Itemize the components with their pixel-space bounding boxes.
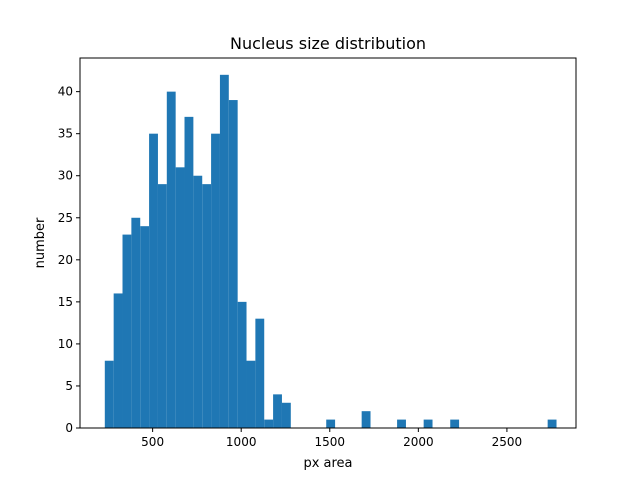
histogram-bar (175, 167, 185, 428)
x-axis-label: px area (303, 456, 352, 471)
axes-frame (79, 57, 577, 429)
histogram-bar (246, 360, 256, 428)
x-tick-label: 2000 (403, 435, 434, 449)
histogram-bar (237, 301, 247, 428)
y-tick-label: 25 (58, 211, 73, 225)
histogram-bar (202, 184, 212, 428)
histogram-bar (157, 184, 167, 428)
y-tick-label: 0 (65, 421, 73, 435)
histogram-bar (264, 419, 274, 428)
histogram-bar (219, 74, 229, 428)
histogram-bar (149, 133, 158, 428)
histogram-bar (423, 419, 433, 428)
histogram-bar (281, 402, 291, 428)
histogram-bar (184, 116, 194, 429)
histogram-bar (131, 217, 141, 428)
y-axis-label: number (33, 217, 48, 268)
histogram-bar (211, 133, 220, 428)
y-tick-label: 5 (65, 379, 73, 393)
y-tick-label: 10 (58, 337, 73, 351)
y-tick-label: 35 (58, 127, 73, 141)
histogram-bar (273, 394, 282, 428)
histogram-bar (193, 175, 203, 428)
histogram-bar (122, 234, 132, 428)
x-tick-label: 2500 (492, 435, 523, 449)
x-tick-label: 500 (141, 435, 164, 449)
histogram-bar (113, 293, 123, 428)
histogram-bar (397, 419, 406, 428)
y-tick-label: 15 (58, 295, 73, 309)
histogram-bar (104, 360, 114, 428)
histogram-bar (140, 226, 150, 428)
y-tick-label: 20 (58, 253, 73, 267)
y-tick-label: 40 (58, 85, 73, 99)
y-axis-ticks: 0 5 10 15 20 25 30 35 40 (58, 85, 80, 435)
x-axis-ticks: 500 1000 1500 2000 2500 (141, 428, 522, 449)
histogram-bar (450, 419, 460, 428)
x-tick-label: 1500 (314, 435, 345, 449)
histogram-bar (166, 91, 176, 428)
histogram-bar (547, 419, 557, 428)
bars-group (104, 74, 557, 429)
histogram-bar (326, 419, 336, 428)
y-tick-label: 30 (58, 169, 73, 183)
histogram-bar (228, 100, 238, 429)
chart-title: Nucleus size distribution (230, 34, 426, 53)
x-tick-label: 1000 (226, 435, 257, 449)
histogram-bar (255, 318, 265, 428)
histogram-bar (361, 411, 371, 428)
